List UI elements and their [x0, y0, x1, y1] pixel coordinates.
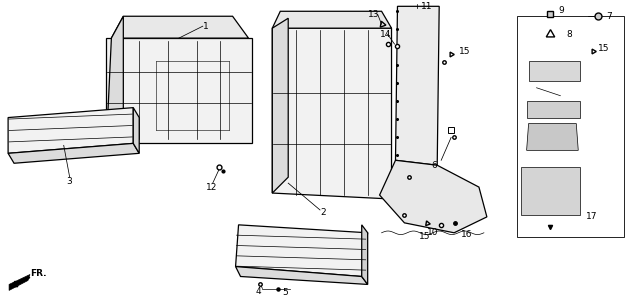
Text: 11: 11	[421, 2, 433, 11]
Polygon shape	[273, 11, 392, 28]
Text: 10: 10	[428, 228, 439, 237]
Polygon shape	[106, 16, 124, 143]
Polygon shape	[521, 167, 580, 215]
Polygon shape	[273, 18, 288, 193]
Polygon shape	[396, 6, 439, 165]
Polygon shape	[236, 225, 367, 277]
Polygon shape	[111, 16, 248, 38]
Text: 12: 12	[206, 183, 217, 192]
Text: 1: 1	[203, 22, 209, 31]
Polygon shape	[529, 61, 580, 81]
Text: 15: 15	[598, 44, 610, 52]
Polygon shape	[273, 28, 392, 199]
Polygon shape	[8, 108, 133, 153]
Text: 8: 8	[566, 30, 572, 39]
Text: 15: 15	[459, 46, 470, 56]
Text: 14: 14	[380, 30, 391, 39]
Text: FR.: FR.	[30, 270, 47, 278]
Text: 2: 2	[320, 208, 326, 217]
Text: 6: 6	[431, 161, 437, 170]
Bar	[516, 16, 624, 237]
Polygon shape	[527, 101, 580, 117]
Polygon shape	[106, 38, 252, 143]
Text: 7: 7	[606, 12, 612, 21]
Text: 16: 16	[461, 230, 472, 239]
Text: 13: 13	[367, 10, 379, 19]
Polygon shape	[9, 274, 30, 290]
Polygon shape	[380, 160, 487, 233]
Text: 17: 17	[586, 212, 598, 221]
Text: 4: 4	[255, 287, 261, 296]
Text: 3: 3	[67, 177, 72, 186]
Text: 9: 9	[558, 6, 564, 15]
Polygon shape	[133, 108, 140, 153]
Polygon shape	[8, 143, 140, 163]
Polygon shape	[236, 267, 367, 285]
Text: 15: 15	[419, 232, 431, 241]
Polygon shape	[362, 225, 367, 285]
Polygon shape	[527, 124, 579, 150]
Text: 5: 5	[282, 288, 288, 297]
